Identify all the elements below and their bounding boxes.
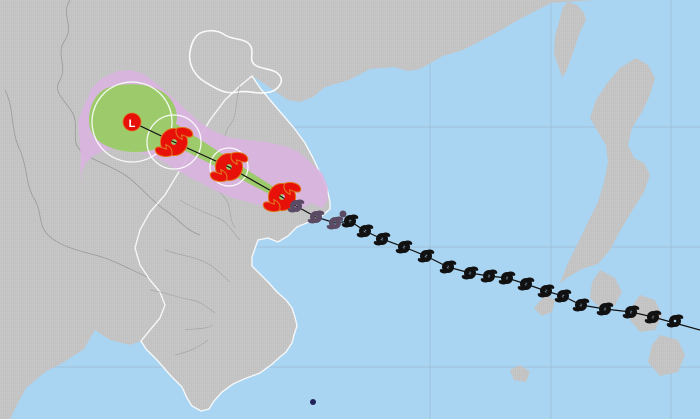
svg-text:L: L [129, 118, 136, 130]
